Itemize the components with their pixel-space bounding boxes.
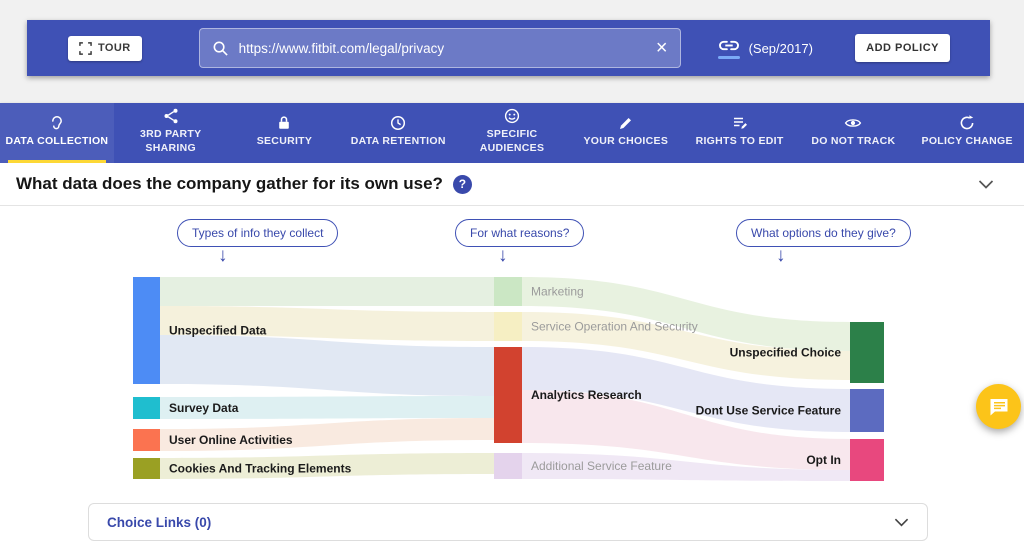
search-icon: [212, 40, 229, 57]
face-icon: [503, 107, 521, 125]
policy-version: (Sep/2017): [717, 37, 813, 59]
tab-label: SECURITY: [256, 135, 313, 148]
sankey-node-label-unspecified_data: Unspecified Data: [169, 324, 267, 338]
tab-specific-audiences[interactable]: SPECIFIC AUDIENCES: [455, 103, 569, 163]
sankey-node-unspecified_data[interactable]: [133, 277, 160, 384]
sankey-panel: Types of info they collect For what reas…: [0, 206, 1024, 558]
add-policy-button[interactable]: ADD POLICY: [855, 34, 950, 62]
tab-3rd-party-sharing[interactable]: 3RD PARTY SHARING: [114, 103, 228, 163]
sankey-node-additional_service_feature[interactable]: [494, 453, 522, 479]
tab-label: DATA RETENTION: [350, 135, 446, 148]
lock-icon: [275, 114, 293, 132]
clear-icon[interactable]: ×: [655, 37, 668, 59]
choice-links-label: Choice Links (0): [107, 514, 212, 530]
sankey-node-marketing[interactable]: [494, 277, 522, 306]
question-chevron-down-icon[interactable]: [978, 179, 994, 189]
active-tab-indicator: [8, 160, 106, 163]
sankey-node-label-dont_use_service_feature: Dont Use Service Feature: [696, 404, 842, 418]
chip-types-of-info-they-collect[interactable]: Types of info they collect: [177, 219, 339, 247]
chat-bubble-icon: [988, 396, 1010, 418]
tour-label: TOUR: [98, 42, 131, 54]
sankey-link-additional_service_feature-to-opt_in[interactable]: [522, 453, 850, 481]
choice-links-chevron-down-icon[interactable]: [894, 518, 909, 527]
sankey-node-service_operation_security[interactable]: [494, 312, 522, 341]
sankey-node-dont_use_service_feature[interactable]: [850, 389, 884, 432]
sankey-node-label-user_online_activities: User Online Activities: [169, 433, 293, 447]
sankey-link-analytics_research-to-opt_in[interactable]: [522, 390, 850, 470]
sankey-link-user_online_activities-to-analytics_research[interactable]: [160, 418, 494, 451]
tab-data-retention[interactable]: DATA RETENTION: [341, 103, 455, 163]
eye-icon: [844, 114, 862, 132]
down-arrow-icon: ↓: [218, 245, 228, 266]
sankey-node-label-unspecified_choice: Unspecified Choice: [730, 346, 842, 360]
pencil-icon: [617, 114, 635, 132]
sankey-node-survey_data[interactable]: [133, 397, 160, 419]
sankey-link-unspecified_data-to-analytics_research[interactable]: [160, 335, 494, 396]
question-title: What data does the company gather for it…: [16, 174, 443, 193]
sankey-node-label-marketing: Marketing: [531, 285, 584, 299]
sankey-node-cookies_tracking_elements[interactable]: [133, 458, 160, 479]
sankey-link-cookies_tracking_elements-to-additional_service_feature[interactable]: [160, 453, 494, 479]
tour-button[interactable]: TOUR: [68, 35, 142, 61]
sankey-link-marketing-to-unspecified_choice[interactable]: [522, 277, 850, 351]
sankey-link-service_operation_security-to-unspecified_choice[interactable]: [522, 312, 850, 380]
tab-your-choices[interactable]: YOUR CHOICES: [569, 103, 683, 163]
chat-fab[interactable]: [976, 384, 1021, 429]
down-arrow-icon: ↓: [498, 245, 508, 266]
hearing-icon: [48, 114, 66, 132]
tab-rights-to-edit[interactable]: RIGHTS TO EDIT: [683, 103, 797, 163]
tab-policy-change[interactable]: POLICY CHANGE: [910, 103, 1024, 163]
tab-do-not-track[interactable]: DO NOT TRACK: [796, 103, 910, 163]
refresh-icon: [958, 114, 976, 132]
tab-label: RIGHTS TO EDIT: [695, 135, 784, 148]
tab-data-collection[interactable]: DATA COLLECTION: [0, 103, 114, 163]
sankey-link-survey_data-to-analytics_research[interactable]: [160, 396, 494, 419]
sankey-node-unspecified_choice[interactable]: [850, 322, 884, 383]
down-arrow-icon: ↓: [776, 245, 786, 266]
url-search-bar: ×: [198, 28, 681, 68]
tab-label: SPECIFIC AUDIENCES: [479, 128, 545, 154]
sankey-node-label-cookies_tracking_elements: Cookies And Tracking Elements: [169, 462, 352, 476]
history-icon: [389, 114, 407, 132]
link-icon[interactable]: [717, 37, 741, 54]
help-icon[interactable]: ?: [452, 174, 472, 194]
sankey-link-analytics_research-to-dont_use_service_feature[interactable]: [522, 347, 850, 432]
sankey-node-label-service_operation_security: Service Operation And Security: [531, 320, 698, 334]
url-input[interactable]: [238, 40, 646, 56]
list-edit-icon: [731, 114, 749, 132]
tab-label: DO NOT TRACK: [811, 135, 896, 148]
share-icon: [162, 107, 180, 125]
chip-for-what-reasons[interactable]: For what reasons?: [455, 219, 585, 247]
link-active-underline: [717, 56, 740, 59]
tab-label: YOUR CHOICES: [583, 135, 669, 148]
sankey-link-unspecified_data-to-service_operation_security[interactable]: [160, 306, 494, 341]
sankey-node-label-analytics_research: Analytics Research: [531, 388, 642, 402]
chip-what-options-do-they-give[interactable]: What options do they give?: [736, 219, 911, 247]
nav-tabs: DATA COLLECTION 3RD PARTY SHARING SECURITY…: [0, 103, 1024, 163]
tab-label: 3RD PARTY SHARING: [139, 128, 202, 154]
sankey-node-opt_in[interactable]: [850, 439, 884, 481]
sankey-node-user_online_activities[interactable]: [133, 429, 160, 451]
sankey-node-label-opt_in: Opt In: [806, 453, 841, 467]
sankey-node-label-survey_data: Survey Data: [169, 401, 239, 415]
choice-links-section[interactable]: Choice Links (0): [88, 503, 928, 541]
sankey-node-analytics_research[interactable]: [494, 347, 522, 443]
top-toolbar: TOUR × (Sep/2017) ADD POLICY: [27, 20, 990, 76]
tour-brackets-icon: [79, 41, 92, 55]
question-row: What data does the company gather for it…: [0, 163, 1024, 206]
tab-label: POLICY CHANGE: [921, 135, 1013, 148]
tab-security[interactable]: SECURITY: [228, 103, 342, 163]
sankey-chart: Unspecified Data Survey Data User Online A…: [133, 277, 884, 481]
sankey-node-label-additional_service_feature: Additional Service Feature: [531, 459, 672, 473]
tab-label: DATA COLLECTION: [5, 135, 109, 148]
sankey-link-unspecified_data-to-marketing[interactable]: [160, 277, 494, 306]
policy-date-label: (Sep/2017): [748, 40, 813, 56]
